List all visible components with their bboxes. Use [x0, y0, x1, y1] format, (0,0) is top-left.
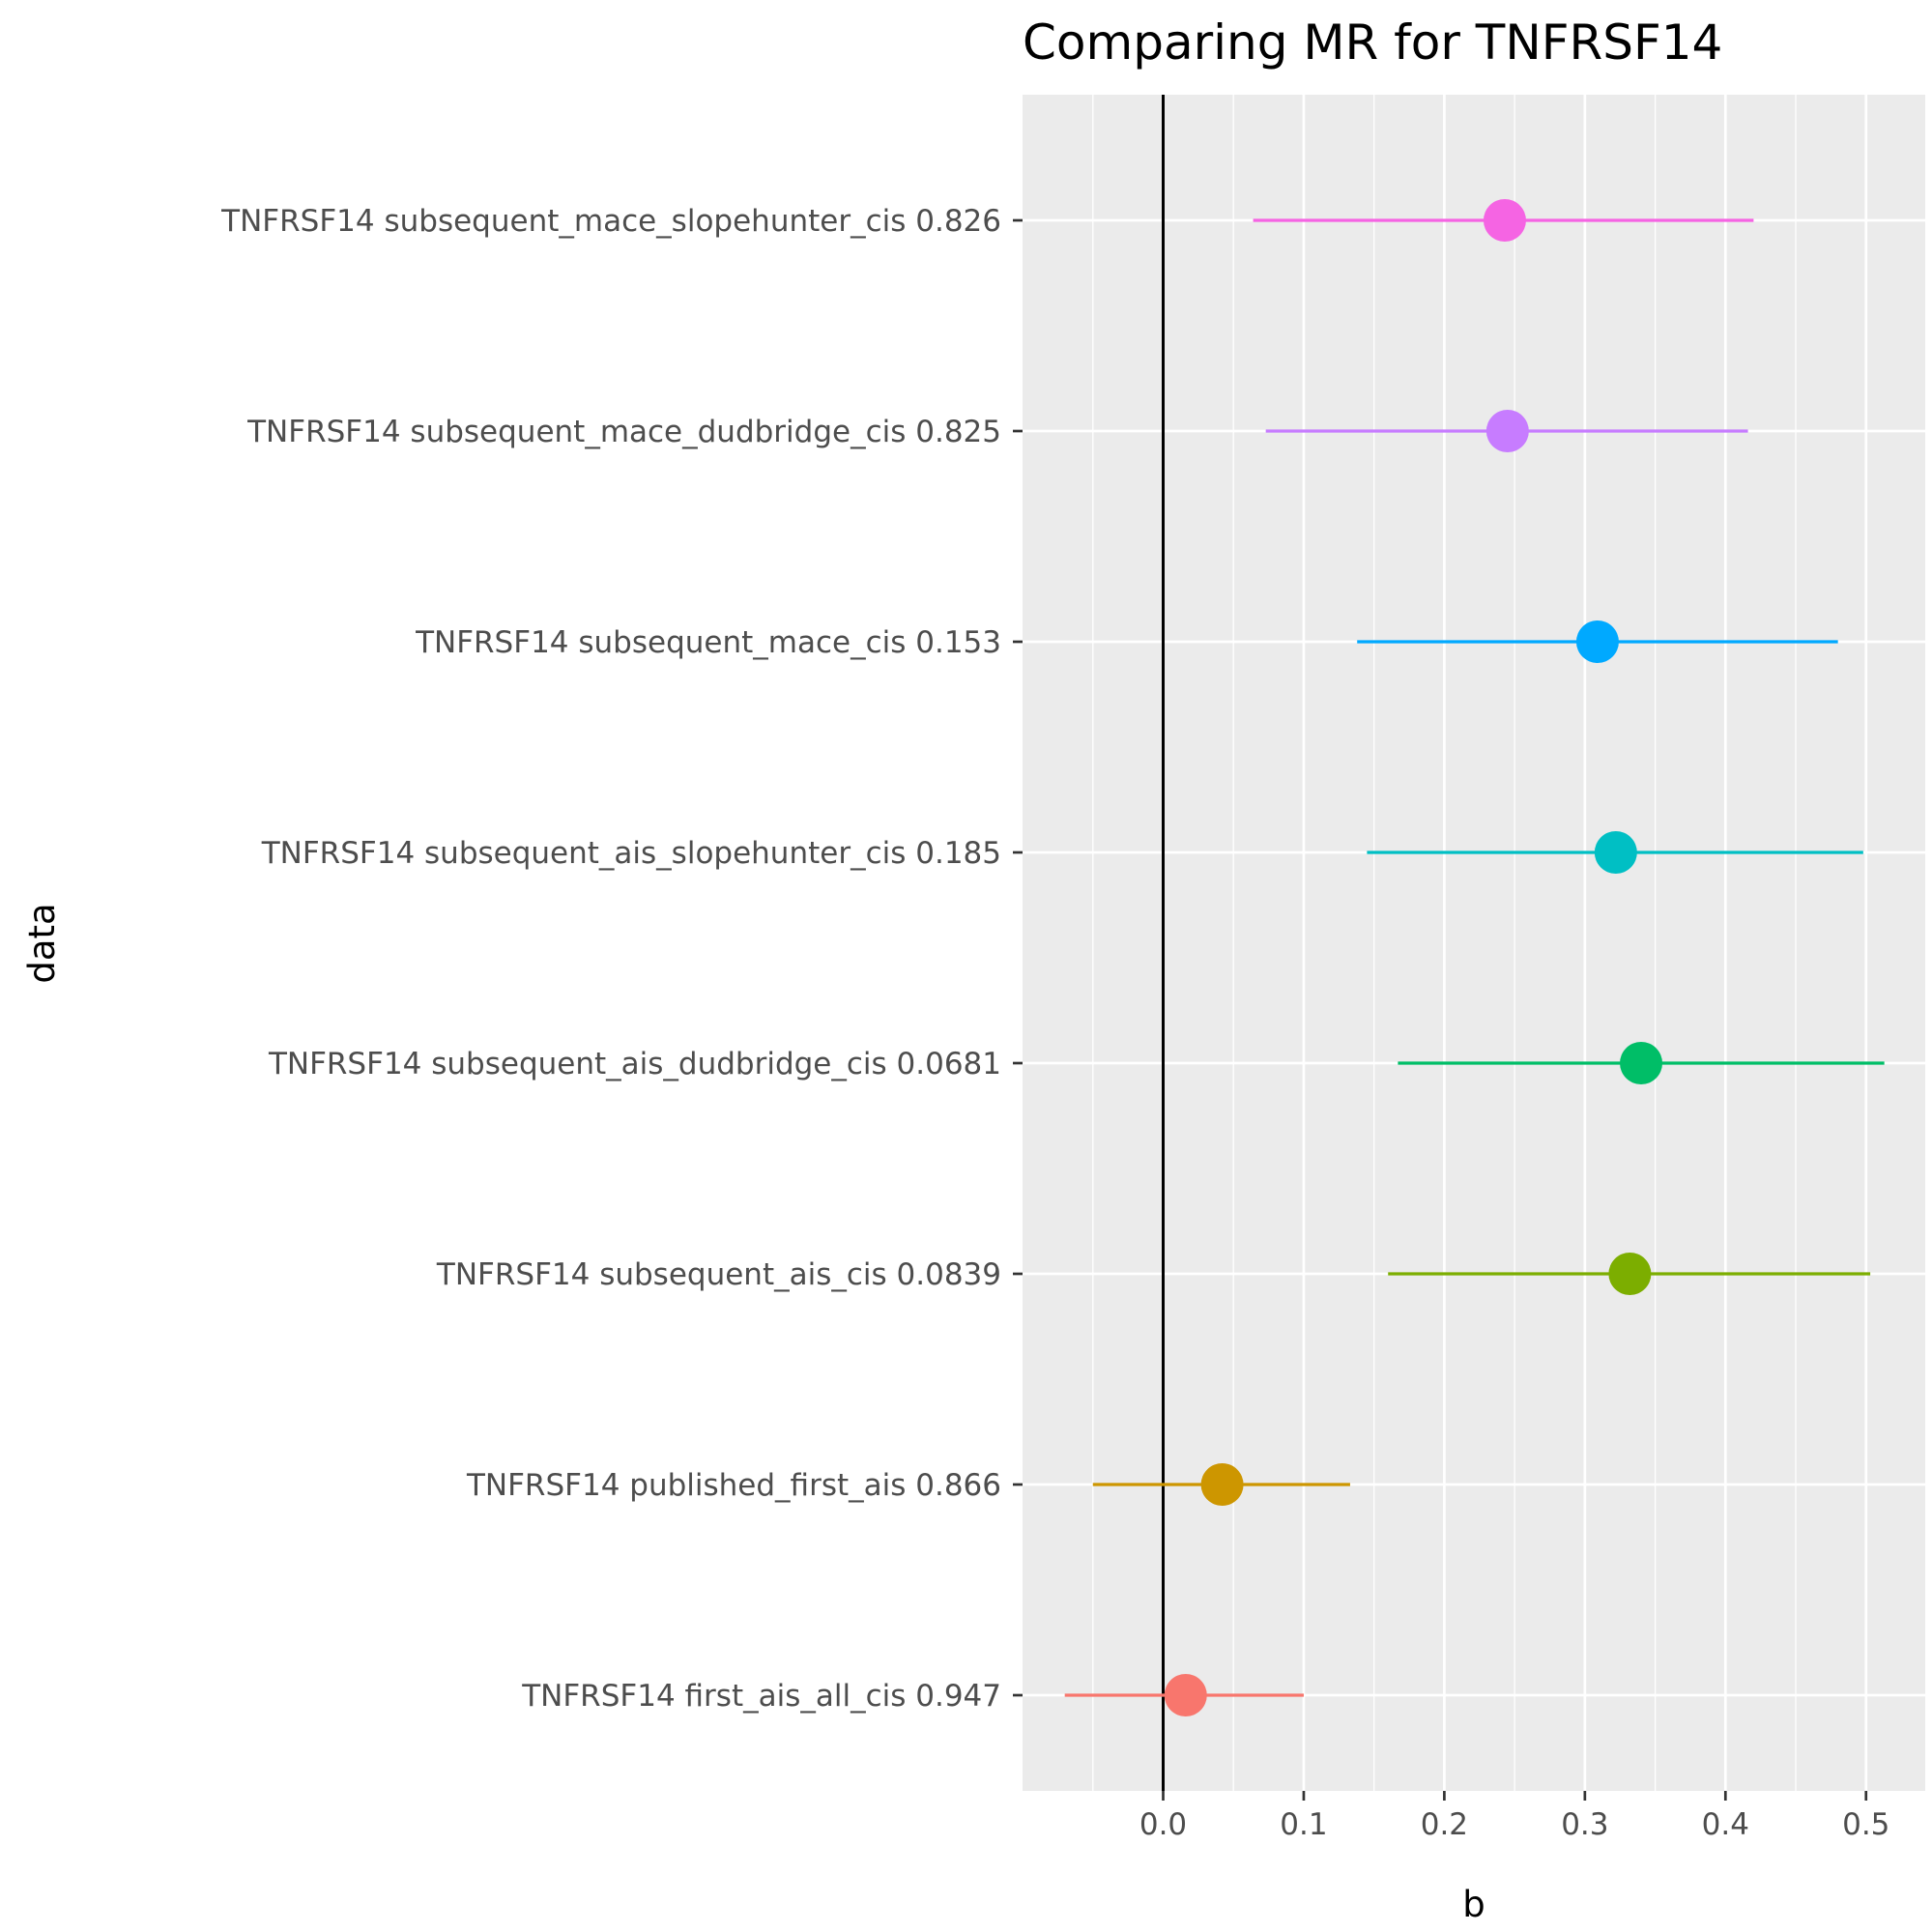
y-tick-label: TNFRSF14 subsequent_ais_dudbridge_cis 0.…	[268, 1047, 1001, 1081]
plot-panel	[1023, 95, 1925, 1791]
x-axis: 0.0 0.1 0.2 0.3 0.4 0.5	[1139, 1791, 1889, 1842]
data-point	[1200, 1463, 1244, 1506]
x-tick-label: 0.3	[1561, 1807, 1608, 1842]
data-point	[1485, 410, 1529, 452]
y-tick-label: TNFRSF14 subsequent_mace_cis 0.153	[415, 625, 1001, 660]
data-point	[1483, 199, 1526, 242]
x-tick-label: 0.5	[1842, 1807, 1889, 1842]
x-tick-label: 0.2	[1421, 1807, 1468, 1842]
x-tick-label: 0.0	[1139, 1807, 1187, 1842]
y-tick-label: TNFRSF14 subsequent_mace_slopehunter_cis…	[220, 204, 1001, 239]
y-tick-label: TNFRSF14 published_first_ais 0.866	[466, 1468, 1001, 1503]
data-point	[1594, 831, 1637, 874]
x-tick-label: 0.1	[1280, 1807, 1327, 1842]
y-axis-title: data	[21, 903, 63, 983]
data-point	[1620, 1042, 1663, 1084]
y-tick-label: TNFRSF14 subsequent_ais_cis 0.0839	[436, 1257, 1001, 1292]
data-point	[1575, 620, 1619, 663]
chart-marks	[1064, 95, 1885, 1791]
minor-gridlines	[1092, 95, 1797, 1791]
y-tick-label: TNFRSF14 subsequent_mace_dudbridge_cis 0…	[246, 415, 1001, 449]
chart-title: Comparing MR for TNFRSF14	[1023, 14, 1722, 71]
y-tick-label: TNFRSF14 first_ais_all_cis 0.947	[521, 1679, 1001, 1714]
data-point	[1164, 1674, 1207, 1716]
data-point	[1608, 1253, 1652, 1295]
x-axis-title: b	[1462, 1884, 1485, 1925]
x-tick-label: 0.4	[1702, 1807, 1749, 1842]
y-tick-label: TNFRSF14 subsequent_ais_slopehunter_cis …	[261, 836, 1001, 871]
y-axis: TNFRSF14 subsequent_mace_slopehunter_cis…	[220, 204, 1023, 1714]
